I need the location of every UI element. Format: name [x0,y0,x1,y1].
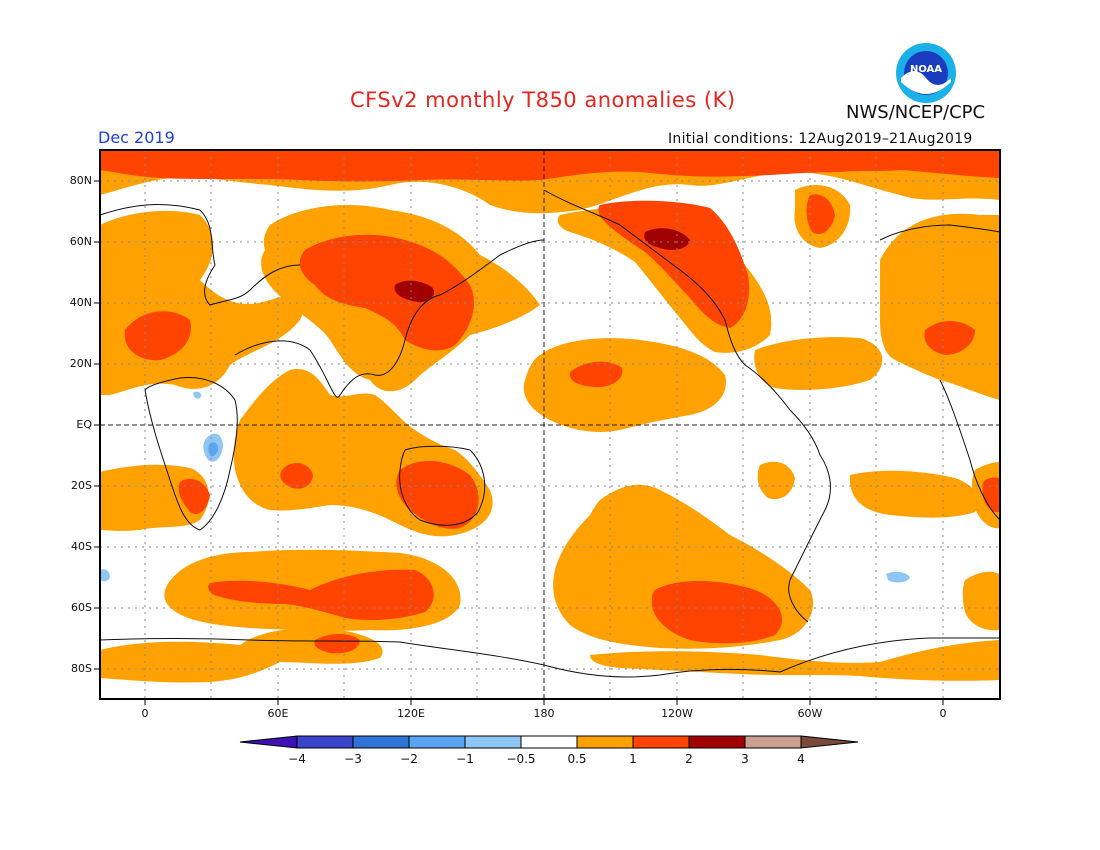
lat-label: 60S [71,601,92,614]
south-pacific-strong [651,581,783,644]
colorbar-label: 2 [685,752,693,766]
coastlines [100,189,1000,678]
colorbar-segment [464,735,522,749]
indian-ocean-strong-patch [280,463,313,489]
reference-lines [100,150,1000,699]
colorbar-label: −3 [344,752,362,766]
lon-label: 120W [661,707,693,720]
lat-label: 20S [71,479,92,492]
lat-label: 80N [69,174,92,187]
south-atlantic-east-warm [962,571,1000,631]
colorbar-label: 4 [797,752,805,766]
colorbar-label: −2 [400,752,418,766]
lat-label: EQ [76,418,92,431]
southern-indian-ocean-strong [208,569,434,620]
colorbar-label: −0.5 [506,752,536,766]
asia-extreme-anomaly [394,280,435,303]
north-pacific-warm [523,338,726,432]
caribbean-warm [754,337,883,390]
axis-ticks [94,180,944,705]
greenland-strong [806,194,835,235]
colorbar-segment [520,735,578,749]
lat-label: 40N [69,296,92,309]
arctic-strong-band [100,150,1000,182]
lon-label: 120E [397,707,425,720]
agency-label: NWS/NCEP/CPC [846,102,986,123]
atlantic-warm [880,213,1000,400]
map-title: CFSv2 monthly T850 anomalies (K) [350,88,736,112]
africa-east-strong [982,477,1000,513]
valid-month-label: Dec 2019 [98,128,175,147]
north-pacific-strong [569,361,623,388]
antarctic-strong-left [314,634,360,654]
colorbar-segment [800,735,859,749]
colorbar-segment [576,735,634,749]
lat-label: 40S [71,540,92,553]
lon-label: 60E [267,707,289,720]
noaa-logo: NOAA [896,43,956,103]
atlantic-strong [924,321,975,355]
colorbar [239,735,859,749]
colorbar-segment [744,735,802,749]
colorbar-segment [408,735,466,749]
north-america-strong [598,200,750,328]
north-america-extreme [644,228,690,250]
colorbar-label: 1 [629,752,637,766]
lat-label: 60N [69,235,92,248]
south-atlantic-cool-patch [886,571,910,583]
lat-label: 80S [71,662,92,675]
lon-label: 60W [797,707,823,720]
colorbar-segment [632,735,690,749]
australia-strong-anomaly [396,460,479,529]
noaa-logo-text: NOAA [910,64,942,75]
arabia-cool-dot [193,391,202,399]
south-africa-strong [178,478,210,515]
asia-strong-anomaly [299,234,475,351]
initial-conditions-label: Initial conditions: 12Aug2019–21Aug2019 [668,131,973,147]
colorbar-label: −1 [456,752,474,766]
colorbar-label: −4 [288,752,306,766]
colorbar-label: 0.5 [567,752,587,766]
south-atlantic-warm [849,470,979,518]
colorbar-segment [352,735,410,749]
lon-label: 0 [939,707,947,720]
south-america-warm-patch [757,461,795,500]
colorbar-label: 3 [741,752,749,766]
lon-label: 180 [533,707,555,720]
lon-label: 0 [141,707,149,720]
west-africa-cool-patch [100,569,110,582]
colorbar-segment [296,735,354,749]
north-africa-strong [124,311,191,361]
lat-label: 20N [69,357,92,370]
colorbar-segment [688,735,746,749]
colorbar-segment [239,735,298,749]
